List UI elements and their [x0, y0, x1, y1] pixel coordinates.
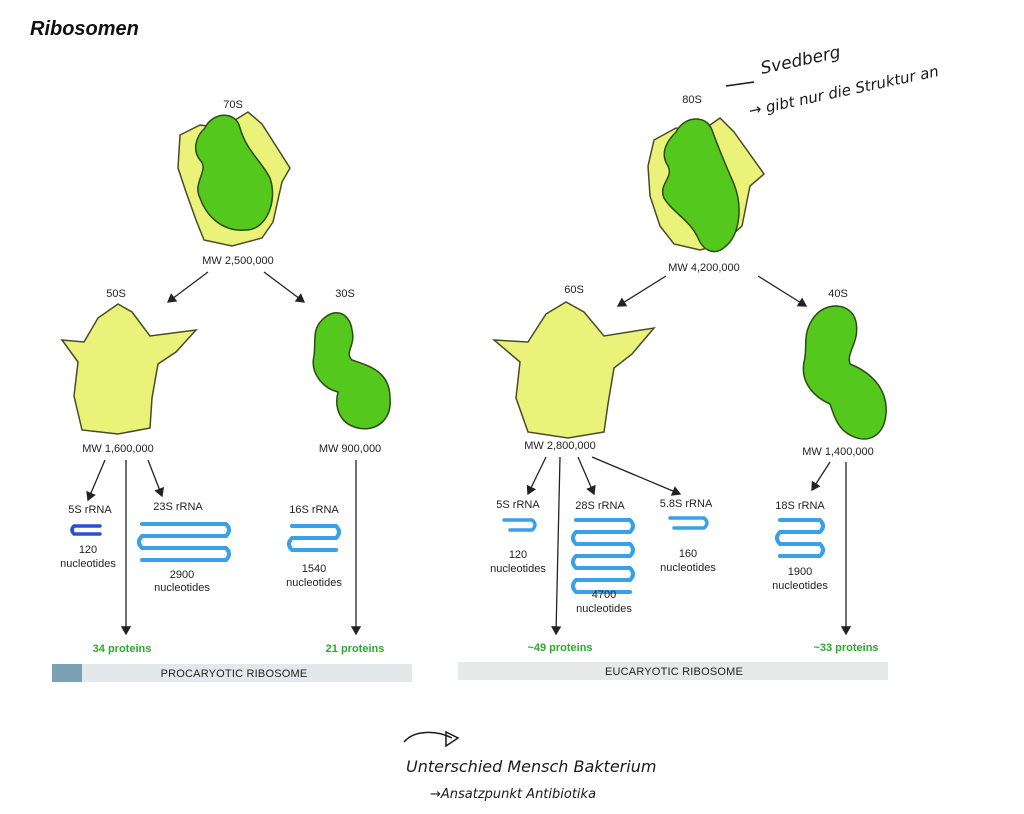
rna-58s-unit: nucleotides [660, 562, 716, 574]
rna-28s-coil [571, 518, 635, 594]
page-title: Ribosomen [30, 18, 139, 40]
rna-16s-coil [287, 524, 341, 552]
rna-5s-pro-coil [70, 524, 102, 536]
rna-28s-unit: nucleotides [576, 603, 632, 615]
proteins-30s: 21 proteins [326, 643, 385, 655]
rna-16s-count: 1540 [302, 563, 326, 575]
label-80s: 80S [682, 94, 702, 106]
label-40s: 40S [828, 288, 848, 300]
proteins-40s: ~33 proteins [813, 642, 878, 654]
ribosome-30s [312, 312, 391, 430]
proteins-50s: 34 proteins [93, 643, 152, 655]
rna-5s-euk-name: 5S rRNA [496, 499, 540, 511]
label-30s: 30S [335, 288, 355, 300]
rna-16s-unit: nucleotides [286, 577, 342, 589]
rna-58s-name: 5.8S rRNA [660, 498, 713, 510]
note-unterschied: Unterschied Mensch Bakterium [406, 757, 656, 776]
ribosome-70s [177, 111, 291, 247]
ribosome-40s [802, 305, 887, 440]
rna-5s-pro-unit: nucleotides [60, 558, 116, 570]
rna-5s-euk-unit: nucleotides [490, 563, 546, 575]
mw-80s: MW 4,200,000 [668, 262, 740, 274]
note-curved-arrow [403, 731, 453, 743]
rna-18s-unit: nucleotides [772, 580, 828, 592]
rna-5s-pro-name: 5S rRNA [68, 504, 112, 516]
rna-5s-pro-count: 120 [79, 544, 97, 556]
mw-30s: MW 900,000 [319, 443, 381, 455]
svg-text:EUCARYOTIC RIBOSOME: EUCARYOTIC RIBOSOME [605, 666, 743, 678]
rna-28s-count: 4700 [592, 589, 616, 601]
label-50s: 50S [106, 288, 126, 300]
rna-18s-count: 1900 [788, 566, 812, 578]
banner-procaryotic: PROCARYOTIC RIBOSOME [52, 664, 412, 682]
note-svedberg: Svedberg [759, 42, 843, 78]
ribosome-80s [647, 117, 766, 253]
rna-23s-name: 23S rRNA [153, 501, 203, 513]
label-70s: 70S [223, 99, 243, 111]
rna-5s-euk-count: 120 [509, 549, 527, 561]
rna-18s-name: 18S rRNA [775, 500, 825, 512]
mw-40s: MW 1,400,000 [802, 446, 874, 458]
mw-60s: MW 2,800,000 [524, 440, 596, 452]
rna-23s-count: 2900 [170, 569, 194, 581]
mw-50s: MW 1,600,000 [82, 443, 154, 455]
proteins-60s: ~49 proteins [527, 642, 592, 654]
rna-23s-coil [137, 522, 231, 562]
ribosome-60s [491, 301, 656, 439]
label-60s: 60S [564, 284, 584, 296]
rna-18s-coil [775, 518, 825, 558]
rna-58s-count: 160 [679, 548, 697, 560]
rna-28s-name: 28S rRNA [575, 500, 625, 512]
note-dash [725, 81, 755, 87]
rna-5s-euk-coil [502, 518, 537, 532]
banner-eucaryotic: EUCARYOTIC RIBOSOME [458, 662, 888, 680]
svg-text:PROCARYOTIC RIBOSOME: PROCARYOTIC RIBOSOME [161, 668, 308, 680]
rna-16s-name: 16S rRNA [289, 504, 339, 516]
ribosome-50s [60, 303, 198, 435]
rna-58s-coil [668, 516, 709, 530]
note-antibiotika: →Ansatzpunkt Antibiotika [430, 787, 596, 802]
mw-70s: MW 2,500,000 [202, 255, 274, 267]
rna-23s-unit: nucleotides [154, 582, 210, 594]
